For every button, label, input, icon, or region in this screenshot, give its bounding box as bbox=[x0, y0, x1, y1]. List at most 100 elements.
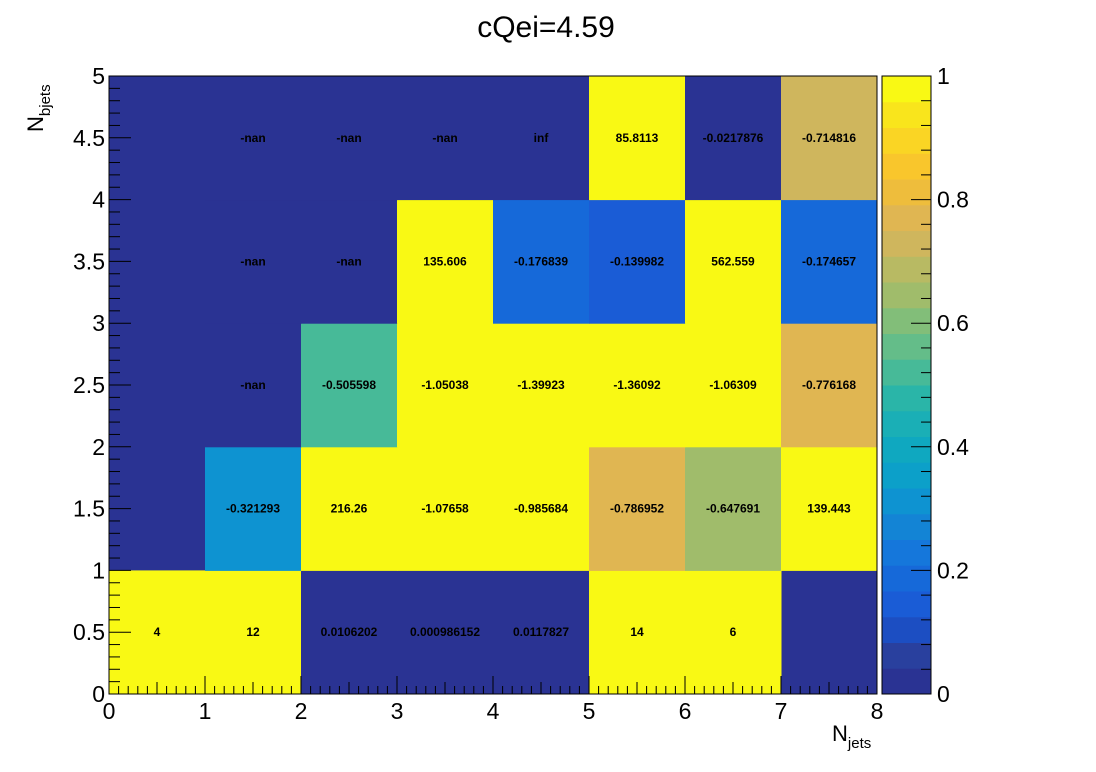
color-palette-bar: 0 0.2 0.4 0.6 0.8 1 bbox=[881, 63, 969, 707]
cell-value-label: 562.559 bbox=[711, 254, 755, 268]
y-axis-label: Nbjets bbox=[23, 84, 54, 132]
palette-tick-label: 1 bbox=[937, 63, 950, 89]
heatmap-cell bbox=[685, 76, 782, 201]
palette-tick-label: 0.8 bbox=[937, 187, 969, 213]
cell-value-label: -1.05038 bbox=[421, 378, 469, 392]
y-tick-label: 1.5 bbox=[73, 496, 105, 522]
cell-labels: 4 12 0.0106202 0.000986152 0.0117827 14 6 -0.32… bbox=[154, 131, 857, 639]
x-tick-label: 7 bbox=[775, 698, 788, 724]
cell-value-label: -0.786952 bbox=[610, 502, 664, 516]
heatmap-cell bbox=[205, 76, 302, 201]
palette-tick-label: 0.2 bbox=[937, 557, 969, 583]
heatmap-cell bbox=[781, 323, 878, 448]
palette-swatch bbox=[882, 385, 931, 412]
cell-value-label: -nan bbox=[336, 131, 361, 145]
x-tick-label: 8 bbox=[871, 698, 884, 724]
x-axis-label-main: N bbox=[832, 721, 848, 746]
cell-value-label: 85.8113 bbox=[616, 131, 659, 145]
heatmap-cell bbox=[397, 446, 494, 571]
heatmap-cell bbox=[493, 570, 590, 695]
heatmap-cell bbox=[781, 199, 878, 324]
y-tick-label: 2.5 bbox=[73, 372, 105, 398]
x-axis-label-sub: jets bbox=[847, 735, 871, 752]
palette-tick-label: 0.6 bbox=[937, 310, 969, 336]
cell-value-label: -nan bbox=[240, 131, 265, 145]
heatmap-cell bbox=[397, 570, 494, 695]
palette-swatch bbox=[882, 539, 931, 566]
chart-title: cQei=4.59 bbox=[477, 11, 615, 44]
x-axis: 0 1 2 3 4 5 6 7 8 bbox=[103, 676, 884, 724]
heatmap-cell bbox=[205, 446, 302, 571]
cell-value-label: -0.505598 bbox=[322, 378, 376, 392]
heatmap-cell bbox=[589, 570, 686, 695]
palette-swatch bbox=[882, 642, 931, 669]
palette-swatch bbox=[882, 204, 931, 231]
palette-swatch bbox=[882, 230, 931, 257]
cell-value-label: 12 bbox=[246, 625, 260, 639]
heatmap-cell bbox=[589, 323, 686, 448]
cell-value-label: -1.36092 bbox=[613, 378, 661, 392]
palette-swatch bbox=[882, 488, 931, 515]
palette-tick-label: 0 bbox=[937, 681, 950, 707]
x-axis-label: Njets bbox=[832, 721, 871, 752]
palette-tick-label: 0.4 bbox=[937, 434, 969, 460]
cell-value-label: -0.321293 bbox=[226, 502, 280, 516]
palette-swatch bbox=[882, 565, 931, 592]
cell-value-label: -0.174657 bbox=[802, 254, 856, 268]
heatmap-cell bbox=[301, 323, 398, 448]
heatmap-cell bbox=[205, 570, 302, 695]
palette-swatch bbox=[882, 127, 931, 154]
palette-swatch bbox=[882, 668, 931, 695]
heatmap-cell bbox=[685, 446, 782, 571]
cell-value-label: -nan bbox=[240, 254, 265, 268]
y-tick-label: 0 bbox=[92, 681, 105, 707]
heatmap-cell bbox=[397, 76, 494, 201]
y-tick-label: 3.5 bbox=[73, 248, 105, 274]
cell-value-label: inf bbox=[534, 131, 550, 145]
heatmap-cell bbox=[685, 323, 782, 448]
palette-swatch bbox=[882, 436, 931, 463]
y-tick-label: 3 bbox=[92, 310, 105, 336]
heatmap-cell bbox=[493, 323, 590, 448]
cell-value-label: -0.0217876 bbox=[703, 131, 764, 145]
y-tick-label: 1 bbox=[92, 557, 105, 583]
heatmap-cell bbox=[493, 446, 590, 571]
cell-value-label: -nan bbox=[240, 378, 265, 392]
palette-swatch bbox=[882, 333, 931, 360]
heatmap-cell bbox=[205, 199, 302, 324]
cell-value-label: -0.139982 bbox=[610, 254, 664, 268]
cell-value-label: 139.443 bbox=[807, 502, 851, 516]
x-tick-label: 2 bbox=[295, 698, 308, 724]
palette-swatch bbox=[882, 307, 931, 334]
cell-value-label: -0.776168 bbox=[802, 378, 856, 392]
heatmap-cell bbox=[685, 199, 782, 324]
heatmap-cell bbox=[589, 446, 686, 571]
y-axis: 0 0.5 1 1.5 2 2.5 3 3.5 4 4.5 5 bbox=[73, 63, 131, 707]
heatmap-cell bbox=[205, 323, 302, 448]
cell-value-label: -1.06309 bbox=[709, 378, 757, 392]
heatmap-cell bbox=[397, 323, 494, 448]
palette-swatch bbox=[882, 616, 931, 643]
y-tick-label: 5 bbox=[92, 63, 105, 89]
y-tick-label: 2 bbox=[92, 434, 105, 460]
cell-value-label: 6 bbox=[730, 625, 737, 639]
palette-swatch bbox=[882, 513, 931, 540]
cell-value-label: 135.606 bbox=[423, 254, 467, 268]
heatmap-cell bbox=[781, 76, 878, 201]
y-axis-label-main: N bbox=[23, 116, 48, 132]
heatmap-cell bbox=[301, 570, 398, 695]
heatmap-cells bbox=[109, 76, 878, 695]
palette-swatch bbox=[882, 101, 931, 128]
cell-value-label: 0.000986152 bbox=[410, 625, 480, 639]
y-axis-label-sub: bjets bbox=[37, 84, 54, 116]
heatmap-cell bbox=[493, 76, 590, 201]
cell-value-label: 0.0117827 bbox=[513, 625, 569, 639]
palette-swatch bbox=[882, 179, 931, 206]
cell-value-label: -0.176839 bbox=[514, 254, 568, 268]
cell-value-label: -1.07658 bbox=[421, 502, 469, 516]
heatmap-cell bbox=[301, 446, 398, 571]
heatmap-cell bbox=[493, 199, 590, 324]
cell-value-label: -nan bbox=[432, 131, 457, 145]
palette-swatch bbox=[882, 462, 931, 489]
